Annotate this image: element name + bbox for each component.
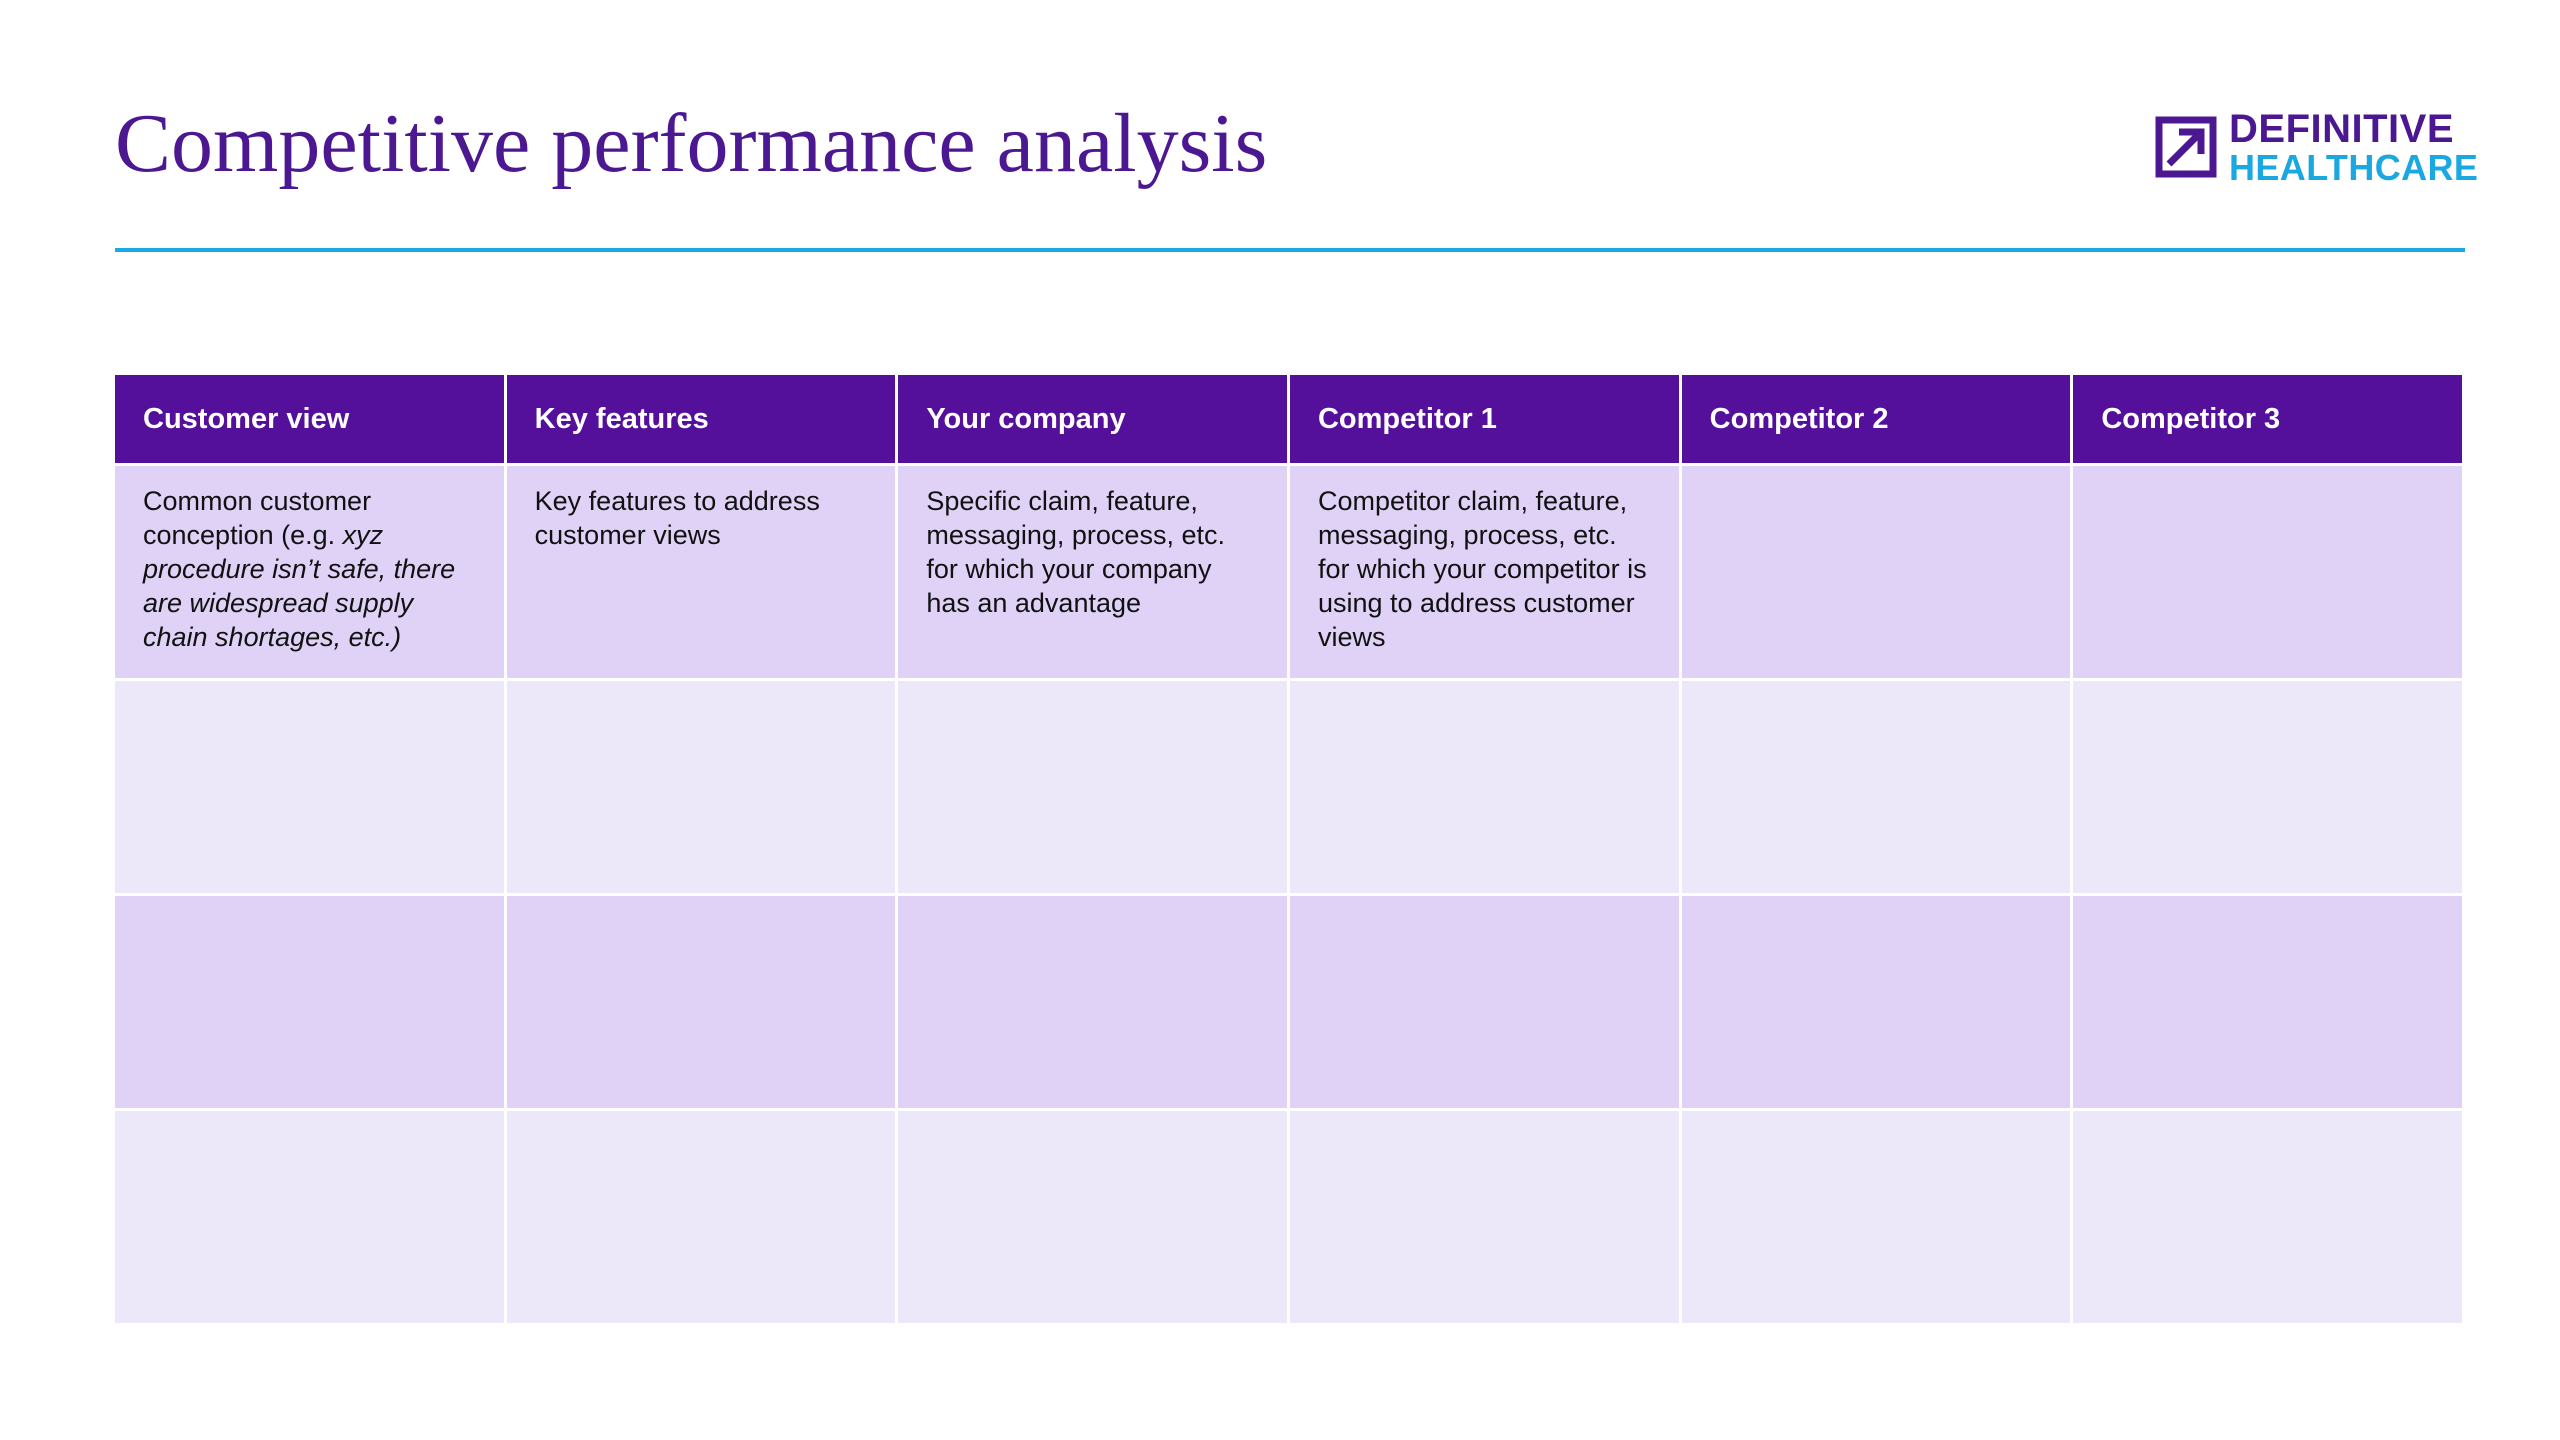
logo-wordmark: DEFINITIVE HEALTHCARE: [2229, 109, 2478, 186]
table-cell: [898, 896, 1287, 1108]
table-cell: [506, 1111, 896, 1323]
cell-text-italic: xyz procedure isn’t safe, there are wide…: [143, 520, 456, 652]
table-cell: [1681, 1111, 2071, 1323]
table-cell: Common customer conception (e.g. xyz pro…: [115, 466, 504, 678]
cell-text: Common customer conception (e.g.: [143, 486, 372, 550]
table-cell: [115, 681, 504, 893]
column-header-customer-view: Customer view: [115, 375, 504, 463]
table-cell: [2073, 1111, 2462, 1323]
table-cell: [2073, 681, 2462, 893]
column-header-competitor-2: Competitor 2: [1681, 375, 2071, 463]
table-cell: [1289, 896, 1679, 1108]
table-cell: [1289, 1111, 1679, 1323]
table-cell: [1681, 466, 2071, 678]
table-cell: [1289, 681, 1679, 893]
column-header-your-company: Your company: [898, 375, 1287, 463]
table-cell: [898, 1111, 1287, 1323]
table-cell: Specific claim, feature, messaging, proc…: [898, 466, 1287, 678]
table-cell: [506, 896, 896, 1108]
table-cell: [2073, 896, 2462, 1108]
title-divider: [115, 248, 2465, 252]
column-header-key-features: Key features: [506, 375, 896, 463]
table-cell: [1681, 681, 2071, 893]
table-cell: [115, 896, 504, 1108]
table-cell: [2073, 466, 2462, 678]
table-cell: [1681, 896, 2071, 1108]
logo-line-1: DEFINITIVE: [2229, 106, 2455, 151]
table-cell: Key features to address customer views: [506, 466, 896, 678]
comparison-table: Customer view Key features Your company …: [115, 375, 2462, 1323]
table-cell: [506, 681, 896, 893]
table-cell: Competitor claim, feature, messaging, pr…: [1289, 466, 1679, 678]
table-cell: [898, 681, 1287, 893]
page-title: Competitive performance analysis: [115, 97, 1268, 190]
table-cell: [115, 1111, 504, 1323]
column-header-competitor-1: Competitor 1: [1289, 375, 1679, 463]
arrow-square-icon: [2155, 116, 2217, 178]
company-logo: DEFINITIVE HEALTHCARE: [2155, 109, 2478, 185]
column-header-competitor-3: Competitor 3: [2073, 375, 2462, 463]
logo-line-2: HEALTHCARE: [2229, 146, 2479, 188]
